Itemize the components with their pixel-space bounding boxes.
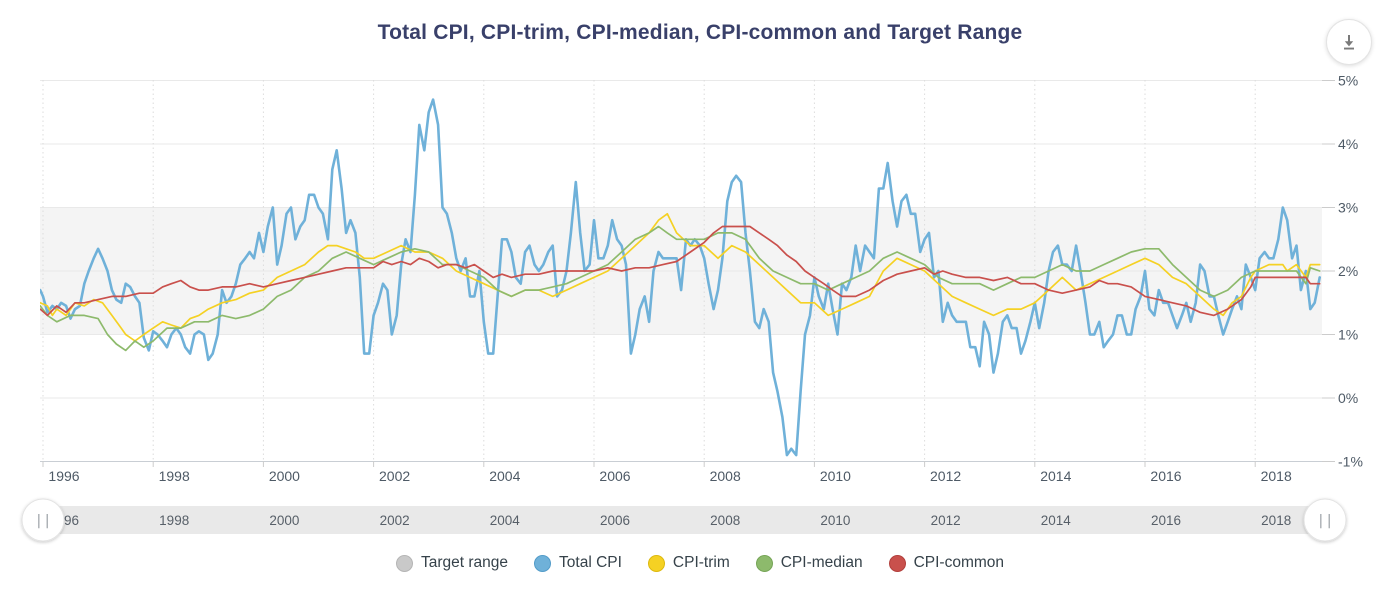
y-gridlines: [40, 80, 1322, 462]
legend-label: CPI-median: [780, 554, 863, 571]
x-axis-label-2008: 2008: [710, 468, 741, 484]
navigator-label-2018: 2018: [1261, 513, 1291, 528]
navigator-track[interactable]: [43, 506, 1325, 534]
navigator-label-2010: 2010: [820, 513, 850, 528]
download-button[interactable]: [1326, 19, 1372, 65]
legend-label: Target range: [420, 554, 509, 571]
x-axis-label-1998: 1998: [159, 468, 190, 484]
cpi-common-legend-dot-icon: [888, 554, 906, 572]
navigator-label-2002: 2002: [380, 513, 410, 528]
navigator-label-2004: 2004: [490, 513, 521, 528]
download-icon: [1344, 35, 1354, 50]
x-axis-label-2010: 2010: [820, 468, 851, 484]
x-axis-label-2004: 2004: [489, 468, 520, 484]
chart-legend: Target range Total CPI CPI-trim CPI-median C…: [0, 554, 1400, 572]
legend-label: CPI-trim: [672, 554, 730, 571]
x-axis-label-2012: 2012: [930, 468, 961, 484]
navigator-left-handle-circle[interactable]: [21, 498, 65, 542]
navigator: 1996199820002002200420062008201020122014…: [21, 498, 1347, 542]
legend-label: Total CPI: [559, 554, 622, 571]
x-axis-label-1996: 1996: [48, 468, 79, 484]
chart-canvas[interactable]: 1996 1998 2000 2002 2004 2006 2008 2010 2012 2014…: [0, 0, 1400, 545]
series-group: [40, 98, 1321, 457]
navigator-label-1998: 1998: [159, 513, 189, 528]
navigator-label-2008: 2008: [710, 513, 740, 528]
navigator-label-2016: 2016: [1151, 513, 1181, 528]
navigator-right-handle-circle[interactable]: [1303, 498, 1347, 542]
series-cpi-median-line: [40, 225, 1321, 352]
legend-item-cpi-trim[interactable]: CPI-trim: [647, 554, 730, 572]
y-axis-label-2%: 2%: [1338, 263, 1358, 279]
chart-title: Total CPI, CPI-trim, CPI-median, CPI-com…: [377, 21, 1023, 44]
navigator-left-handle-grip-icon: ||: [35, 513, 52, 529]
navigator-left-handle[interactable]: ||: [21, 498, 65, 542]
total-cpi-legend-dot-icon: [534, 554, 552, 572]
legend-item-cpi-median[interactable]: CPI-median: [755, 554, 863, 572]
x-axis-label-2006: 2006: [599, 468, 630, 484]
legend-item-total-cpi[interactable]: Total CPI: [534, 554, 622, 572]
legend-label: CPI-common: [913, 554, 1005, 571]
navigator-label-2006: 2006: [600, 513, 630, 528]
y-axis-label-0%: 0%: [1338, 390, 1358, 406]
navigator-right-handle-grip-icon: ||: [1317, 513, 1334, 529]
y-axis: 5% 4% 3% 2% 1% 0% -1%: [1322, 73, 1363, 470]
navigator-label-2000: 2000: [269, 513, 299, 528]
y-axis-label-5%: 5%: [1338, 73, 1358, 89]
y-axis-label-4%: 4%: [1338, 136, 1358, 152]
x-axis-label-2002: 2002: [379, 468, 410, 484]
series-total-cpi-line: [40, 98, 1321, 457]
x-axis-label-2014: 2014: [1040, 468, 1071, 484]
y-axis-label-1%: 1%: [1338, 327, 1358, 343]
y-axis-label-3%: 3%: [1338, 200, 1358, 216]
cpi-trim-legend-dot-icon: [647, 554, 665, 572]
series-cpi-common-line: [40, 225, 1321, 317]
cpi-median-legend-dot-icon: [755, 554, 773, 572]
legend-item-target-range[interactable]: Target range: [395, 554, 509, 572]
x-axis-label-2018: 2018: [1261, 468, 1292, 484]
target-range-legend-dot-icon: [395, 554, 413, 572]
x-axis-label-2016: 2016: [1150, 468, 1181, 484]
navigator-label-2012: 2012: [931, 513, 961, 528]
navigator-right-handle[interactable]: ||: [1303, 498, 1347, 542]
x-axis: 1996 1998 2000 2002 2004 2006 2008 2010 2012 2014…: [42, 461, 1292, 484]
y-axis-label--1%: -1%: [1338, 454, 1363, 470]
x-axis-label-2000: 2000: [269, 468, 300, 484]
navigator-label-2014: 2014: [1041, 513, 1072, 528]
legend-item-cpi-common[interactable]: CPI-common: [888, 554, 1005, 572]
